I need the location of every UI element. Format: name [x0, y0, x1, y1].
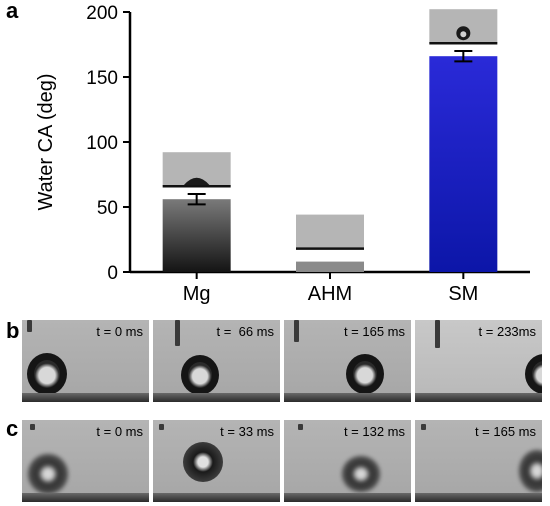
substrate-surface — [284, 393, 411, 402]
x-tick-label: SM — [448, 283, 478, 305]
needle — [421, 424, 426, 430]
frame-c-1: t = 0 ms — [22, 420, 149, 502]
substrate-surface — [153, 493, 280, 502]
needle — [159, 424, 164, 430]
water-droplet — [525, 354, 542, 394]
y-tick-label: 0 — [107, 263, 118, 284]
sessile-droplet — [183, 177, 210, 186]
y-tick-label: 150 — [86, 68, 118, 89]
frame-b-2: t = 66 ms — [153, 320, 280, 402]
frame-c-4: t = 165 ms — [415, 420, 542, 502]
panel-label-c: c — [6, 416, 19, 441]
frame-b-3: t = 165 ms — [284, 320, 411, 402]
y-tick-label: 100 — [86, 133, 118, 154]
timestamp: t = 0 ms — [96, 324, 143, 339]
timestamp: t = 66 ms — [216, 324, 274, 339]
needle — [435, 320, 440, 348]
water-droplet — [183, 442, 223, 482]
substrate-surface — [415, 393, 542, 402]
timestamp: t = 0 ms — [96, 424, 143, 439]
timestamp: t = 132 ms — [343, 424, 405, 439]
y-tick-label: 50 — [97, 198, 118, 219]
x-tick-label: AHM — [308, 283, 352, 305]
x-tick-label: Mg — [183, 283, 211, 305]
timestamp: t = 33 ms — [220, 424, 274, 439]
bar-mg — [162, 199, 231, 272]
timestamp: t = 165 ms — [343, 324, 405, 339]
frame-c-2: t = 33 ms — [153, 420, 280, 502]
panel-label-a: a — [6, 0, 19, 23]
water-droplet — [28, 454, 68, 494]
frame-b-1: t = 0 ms — [22, 320, 149, 402]
droplet-inset-photo — [296, 214, 364, 249]
frame-c-3: t = 132 ms — [284, 420, 411, 502]
water-droplet — [27, 353, 67, 395]
water-droplet — [342, 456, 380, 492]
needle — [30, 424, 35, 430]
substrate-surface — [284, 493, 411, 502]
y-tick-label: 200 — [86, 3, 118, 24]
substrate-surface — [153, 393, 280, 402]
needle — [27, 320, 32, 332]
needle — [175, 320, 180, 346]
substrate-surface — [22, 393, 149, 402]
bar-sm — [429, 56, 498, 273]
water-droplet — [519, 450, 542, 492]
panel-label-b: b — [6, 318, 20, 343]
water-droplet — [346, 354, 384, 394]
timestamp: t = 233ms — [478, 324, 536, 339]
substrate-surface — [415, 493, 542, 502]
contact-angle-bar-chart: 0 50 100 150 200 Water CA (deg) Mg AHM SM — [35, 3, 530, 305]
needle — [298, 424, 303, 430]
substrate-surface — [22, 493, 149, 502]
y-axis-title: Water CA (deg) — [35, 73, 57, 210]
water-droplet — [181, 355, 219, 395]
bar-ahm — [296, 261, 364, 272]
timestamp: t = 165 ms — [474, 424, 536, 439]
needle — [294, 320, 299, 342]
frame-b-4: t = 233ms — [415, 320, 542, 402]
droplet-highlight — [460, 31, 467, 38]
